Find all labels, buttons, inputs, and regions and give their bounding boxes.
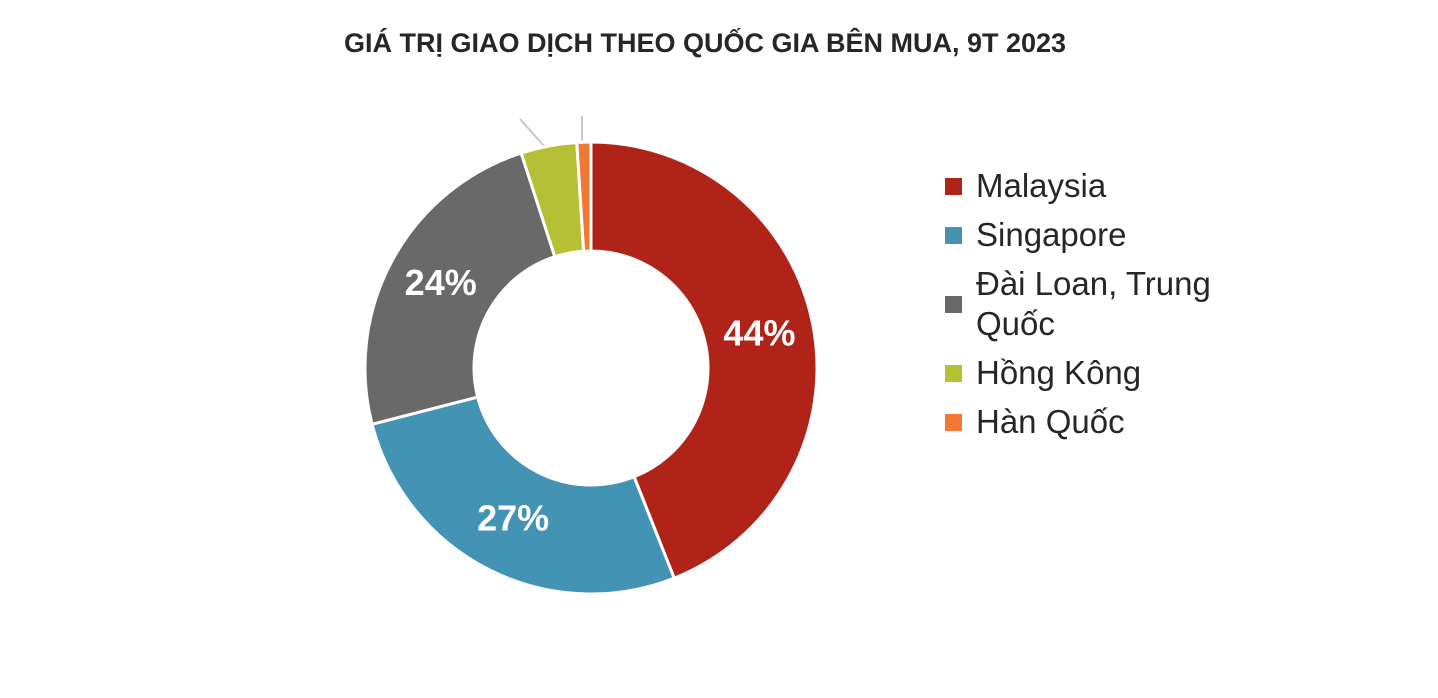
legend-label: Singapore xyxy=(976,216,1127,253)
legend-label: Hàn Quốc xyxy=(976,403,1125,440)
chart-title: GIÁ TRỊ GIAO DỊCH THEO QUỐC GIA BÊN MUA,… xyxy=(344,26,1066,58)
legend-item: Hồng Kông xyxy=(945,353,1285,393)
legend-label: Hồng Kông xyxy=(976,354,1142,391)
donut-segment xyxy=(589,140,819,581)
donut-segment xyxy=(575,140,593,253)
legend-item: Malaysia xyxy=(945,166,1285,206)
legend-label: Malaysia xyxy=(976,167,1107,204)
legend-item: Singapore xyxy=(945,215,1285,255)
legend-item: Hàn Quốc xyxy=(945,402,1285,442)
legend: Malaysia Singapore Đài Loan, Trung Quốc Hồn… xyxy=(945,166,1285,451)
donut-segment xyxy=(370,395,677,596)
legend-label: Đài Loan, Trung Quốc xyxy=(976,265,1211,342)
legend-swatch xyxy=(945,365,962,382)
data-label: 27% xyxy=(477,497,549,538)
donut-segment xyxy=(363,151,557,427)
legend-swatch xyxy=(945,414,962,431)
data-label: 24% xyxy=(405,262,477,303)
leader-line xyxy=(519,118,545,147)
legend-swatch xyxy=(945,178,962,195)
legend-swatch xyxy=(945,296,962,313)
legend-swatch xyxy=(945,227,962,244)
legend-item: Đài Loan, Trung Quốc xyxy=(945,264,1285,344)
data-label: 44% xyxy=(723,312,795,353)
